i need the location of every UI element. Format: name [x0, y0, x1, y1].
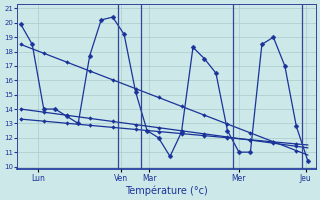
- X-axis label: Température (°c): Température (°c): [125, 185, 208, 196]
